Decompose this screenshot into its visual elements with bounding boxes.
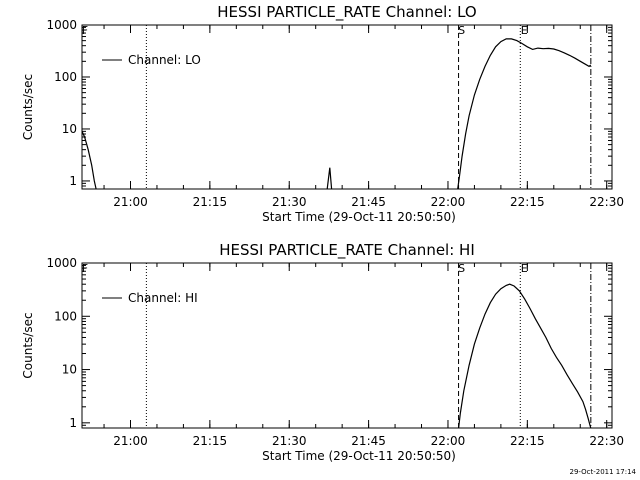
chart-title: HESSI PARTICLE_RATE Channel: HI bbox=[219, 241, 475, 260]
legend-label: Channel: HI bbox=[128, 291, 198, 305]
series-line bbox=[326, 167, 333, 189]
plot-frame bbox=[81, 262, 613, 429]
marker-S: S bbox=[458, 24, 465, 37]
y-tick-label: 1000 bbox=[46, 256, 77, 270]
x-tick-label: 21:15 bbox=[193, 434, 228, 448]
x-tick-label: 21:00 bbox=[113, 195, 148, 209]
y-axis-label: Counts/sec bbox=[21, 74, 35, 140]
series-line bbox=[457, 38, 592, 189]
marker-E: E bbox=[521, 24, 528, 37]
x-axis-label: Start Time (29-Oct-11 20:50:50) bbox=[262, 210, 456, 224]
x-tick-label: 21:45 bbox=[351, 434, 386, 448]
x-tick-label: 21:30 bbox=[272, 434, 307, 448]
x-tick-label: 22:15 bbox=[510, 434, 545, 448]
y-axis-label: Counts/sec bbox=[21, 312, 35, 378]
plot-frame bbox=[81, 24, 613, 190]
y-tick-label: 1 bbox=[69, 416, 77, 430]
marker-F: F bbox=[82, 262, 88, 275]
y-tick-label: 10 bbox=[62, 363, 77, 377]
x-tick-label: 21:00 bbox=[113, 434, 148, 448]
y-tick-label: 10 bbox=[62, 122, 77, 136]
y-tick-label: 100 bbox=[54, 70, 77, 84]
series-line bbox=[458, 283, 592, 428]
marker-E: E bbox=[521, 262, 528, 275]
y-tick-label: 1000 bbox=[46, 18, 77, 32]
y-tick-label: 1 bbox=[69, 174, 77, 188]
marker-F: F bbox=[82, 24, 88, 37]
chart-title: HESSI PARTICLE_RATE Channel: LO bbox=[217, 3, 476, 22]
x-tick-label: 22:30 bbox=[589, 195, 624, 209]
x-axis-label: Start Time (29-Oct-11 20:50:50) bbox=[262, 449, 456, 463]
marker-S: S bbox=[458, 262, 465, 275]
series-line bbox=[82, 131, 97, 189]
x-tick-label: 21:45 bbox=[351, 195, 386, 209]
x-tick-label: 22:15 bbox=[510, 195, 545, 209]
x-tick-label: 21:15 bbox=[193, 195, 228, 209]
x-tick-label: 21:30 bbox=[272, 195, 307, 209]
y-tick-label: 100 bbox=[54, 309, 77, 323]
legend-label: Channel: LO bbox=[128, 53, 201, 67]
x-tick-label: 22:00 bbox=[431, 195, 466, 209]
x-tick-label: 22:30 bbox=[589, 434, 624, 448]
footer-timestamp: 29-Oct-2011 17:14 bbox=[570, 468, 637, 476]
x-tick-label: 22:00 bbox=[431, 434, 466, 448]
